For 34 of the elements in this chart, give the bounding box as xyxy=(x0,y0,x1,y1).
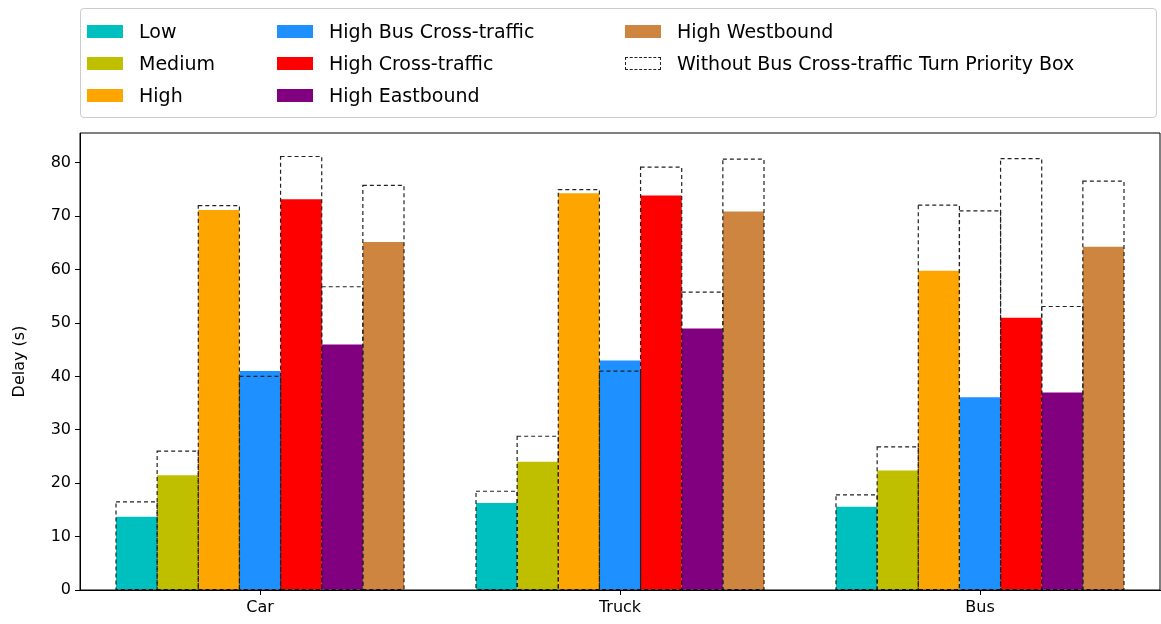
bar xyxy=(517,461,559,590)
y-tick-label: 80 xyxy=(50,152,71,172)
bar xyxy=(1041,392,1083,590)
bar xyxy=(362,184,405,591)
x-tick-label: Car xyxy=(246,596,275,616)
y-tick-label: 30 xyxy=(50,418,71,438)
x-tick-label: Truck xyxy=(597,596,642,616)
bar xyxy=(918,270,960,590)
legend-label: High Cross-traffic xyxy=(329,52,494,74)
legend-label: Low xyxy=(139,20,177,42)
y-tick-label: 60 xyxy=(50,258,71,278)
y-tick-label: 70 xyxy=(50,205,71,225)
bar xyxy=(321,344,363,590)
y-axis-title: Delay (s) xyxy=(8,325,28,398)
bar xyxy=(157,475,199,590)
x-tick-label: Bus xyxy=(965,596,995,616)
legend-label: High xyxy=(139,84,183,106)
legend-label: Medium xyxy=(139,52,215,74)
y-tick-label: 10 xyxy=(50,525,71,545)
legend-label: Without Bus Cross-traffic Turn Priority Box xyxy=(677,52,1075,74)
bar xyxy=(362,241,404,590)
y-tick-label: 20 xyxy=(50,472,71,492)
bar xyxy=(959,397,1001,590)
bar xyxy=(877,470,919,590)
legend-label: High Westbound xyxy=(677,20,834,42)
bar xyxy=(1000,317,1042,590)
bar xyxy=(1082,246,1124,590)
y-tick-label: 0 xyxy=(60,579,71,599)
legend-label: High Bus Cross-traffic xyxy=(329,20,535,42)
legend-label: High Eastbound xyxy=(329,84,480,106)
bar xyxy=(836,506,878,590)
y-tick-label: 50 xyxy=(50,312,71,332)
bar xyxy=(116,516,158,590)
y-tick-label: 40 xyxy=(50,365,71,385)
